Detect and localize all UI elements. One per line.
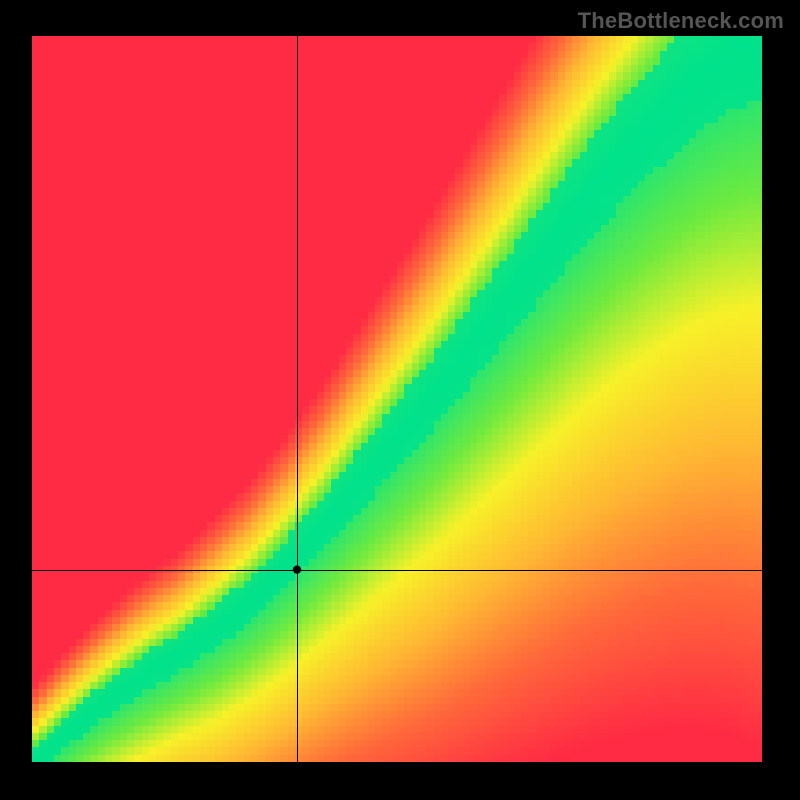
bottleneck-heatmap-canvas — [0, 0, 800, 800]
watermark-text: TheBottleneck.com — [578, 8, 784, 34]
chart-frame: { "watermark": "TheBottleneck.com", "can… — [0, 0, 800, 800]
